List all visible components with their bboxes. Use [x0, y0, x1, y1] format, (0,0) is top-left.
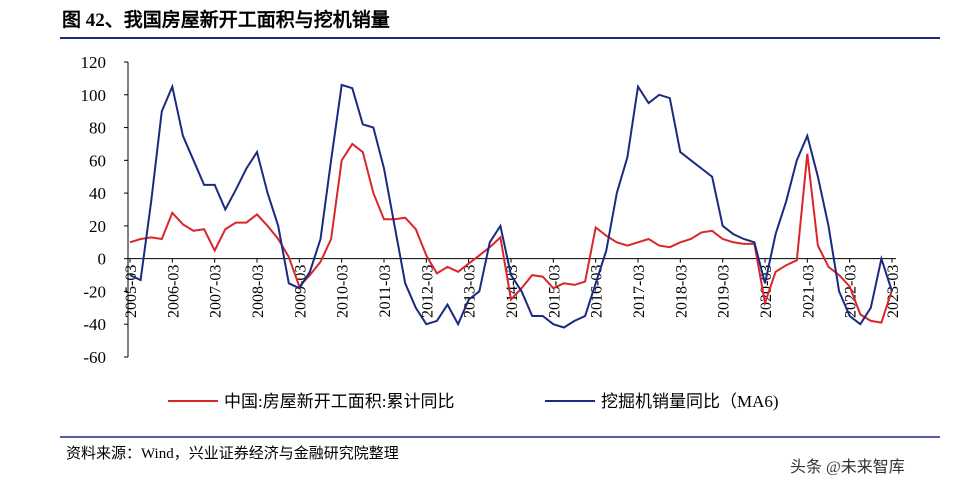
x-tick-label: 2012-03: [419, 265, 436, 318]
x-tick-label: 2021-03: [800, 265, 817, 318]
y-tick-label: -60: [83, 348, 106, 367]
y-tick-label: 80: [89, 119, 106, 138]
x-tick-label: 2005-03: [123, 265, 140, 318]
y-tick-label: -20: [83, 282, 106, 301]
legend-label: 挖掘机销量同比（MA6): [601, 392, 779, 411]
x-tick-label: 2015-03: [546, 265, 563, 318]
x-tick-label: 2020-03: [758, 265, 775, 318]
watermark: 头条 @未来智库: [790, 458, 905, 476]
x-tick-label: 2008-03: [250, 265, 267, 318]
y-tick-label: 120: [81, 53, 107, 72]
series-line: [129, 83, 893, 329]
y-tick-label: 0: [98, 250, 107, 269]
x-tick-label: 2018-03: [673, 265, 690, 318]
y-tick-label: 100: [81, 86, 107, 105]
source: 资料来源：Wind，兴业证券经济与金融研究院整理: [66, 444, 399, 462]
y-tick-label: 20: [89, 217, 106, 236]
chart-title: 图 42、我国房屋新开工面积与挖机销量: [62, 8, 390, 31]
series-line: [129, 142, 893, 324]
y-tick-label: -40: [83, 315, 106, 334]
y-tick-label: 60: [89, 151, 106, 170]
x-tick-label: 2017-03: [631, 265, 648, 318]
x-tick-label: 2011-03: [377, 265, 394, 318]
y-tick-label: 40: [89, 184, 106, 203]
x-tick-label: 2023-03: [885, 265, 902, 318]
x-tick-label: 2010-03: [335, 265, 352, 318]
legend-label: 中国:房屋新开工面积:累计同比: [224, 392, 454, 411]
x-tick-label: 2019-03: [716, 265, 733, 318]
x-tick-label: 2007-03: [208, 265, 225, 318]
x-tick-label: 2006-03: [165, 265, 182, 318]
x-tick-label: 2016-03: [589, 265, 606, 318]
